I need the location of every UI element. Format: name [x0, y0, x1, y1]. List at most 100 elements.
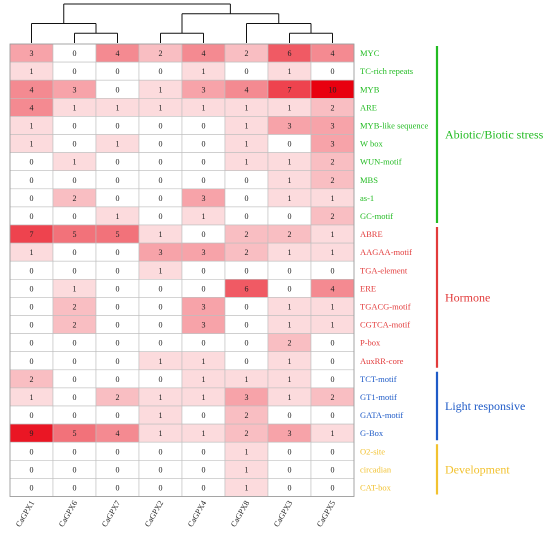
cell-value: 0 — [202, 411, 206, 420]
cell-value: 3 — [73, 85, 77, 94]
cell-value: 0 — [116, 176, 120, 185]
cell-value: 2 — [288, 230, 292, 239]
cell-value: 0 — [30, 447, 34, 456]
cell-value: 0 — [245, 212, 249, 221]
cell-value: 0 — [116, 85, 120, 94]
cell-value: 1 — [331, 194, 335, 203]
row-label: ARE — [360, 102, 377, 112]
cell-value: 2 — [30, 375, 34, 384]
column-labels: CaGPX1 CaGPX6 CaGPX7 CaGPX2 CaGPX4 CaGPX8 CaGP… — [14, 499, 337, 529]
cell-value: 0 — [159, 302, 163, 311]
cell-value: 0 — [116, 158, 120, 167]
cell-value: 3 — [331, 140, 335, 149]
cell-value: 0 — [116, 339, 120, 348]
cell-value: 2 — [245, 429, 249, 438]
row-label: CGTCA-motif — [360, 320, 410, 330]
cell-value: 0 — [73, 393, 77, 402]
cell-value: 0 — [202, 140, 206, 149]
cell-value: 0 — [288, 411, 292, 420]
cell-value: 2 — [73, 321, 77, 330]
cell-value: 10 — [329, 85, 337, 94]
cell-value: 0 — [73, 140, 77, 149]
cell-value: 1 — [116, 212, 120, 221]
row-label: circadian — [360, 464, 392, 474]
cell-value: 0 — [116, 302, 120, 311]
cell-value: 1 — [288, 302, 292, 311]
cell-value: 1 — [245, 465, 249, 474]
group-label: Light responsive — [445, 399, 525, 413]
cell-value: 0 — [30, 302, 34, 311]
cell-value: 1 — [202, 212, 206, 221]
column-label: CaGPX8 — [229, 499, 251, 529]
row-label: AuxRR-core — [360, 356, 404, 366]
cell-value: 4 — [245, 85, 249, 94]
cell-value: 0 — [73, 339, 77, 348]
cell-value: 0 — [30, 339, 34, 348]
cell-value: 0 — [245, 194, 249, 203]
cell-value: 0 — [159, 158, 163, 167]
cell-value: 0 — [116, 483, 120, 492]
column-label: CaGPX6 — [57, 499, 79, 529]
cell-value: 5 — [73, 429, 77, 438]
cell-value: 0 — [288, 447, 292, 456]
cell-value: 0 — [30, 176, 34, 185]
row-label: MYC — [360, 48, 380, 58]
cell-value: 1 — [288, 103, 292, 112]
row-label: G-Box — [360, 428, 384, 438]
cell-value: 0 — [116, 248, 120, 257]
cell-value: 4 — [30, 103, 34, 112]
cell-value: 1 — [116, 103, 120, 112]
cell-value: 0 — [73, 121, 77, 130]
cell-value: 2 — [73, 302, 77, 311]
cell-value: 0 — [30, 212, 34, 221]
cell-value: 1 — [116, 140, 120, 149]
cell-value: 1 — [202, 375, 206, 384]
cell-value: 2 — [116, 393, 120, 402]
cell-value: 0 — [73, 357, 77, 366]
cell-value: 1 — [73, 158, 77, 167]
column-label: CaGPX7 — [100, 499, 122, 529]
cell-value: 0 — [202, 176, 206, 185]
cell-value: 1 — [202, 103, 206, 112]
cell-value: 1 — [245, 483, 249, 492]
heatmap-cells: 3 0 4 2 4 2 6 41 0 0 0 1 0 1 04 3 0 1 3 4 7 104 1 1 1 1 1 1 21 0 0 0 0 1 3… — [9, 43, 355, 497]
column-label: CaGPX1 — [14, 499, 36, 529]
cell-value: 0 — [116, 121, 120, 130]
cell-value: 2 — [159, 49, 163, 58]
cell-value: 1 — [159, 103, 163, 112]
cell-value: 0 — [159, 339, 163, 348]
cell-value: 0 — [30, 194, 34, 203]
column-label: CaGPX2 — [143, 499, 165, 529]
cell-value: 0 — [159, 465, 163, 474]
cell-value: 1 — [331, 248, 335, 257]
cell-value: 0 — [73, 375, 77, 384]
cell-value: 0 — [331, 375, 335, 384]
cell-value: 0 — [245, 176, 249, 185]
cell-value: 3 — [288, 429, 292, 438]
cell-value: 2 — [245, 49, 249, 58]
cell-value: 0 — [245, 357, 249, 366]
group-label: Hormone — [445, 290, 490, 304]
cell-value: 0 — [245, 67, 249, 76]
cell-value: 6 — [288, 49, 292, 58]
cell-value: 0 — [202, 284, 206, 293]
cell-value: 3 — [202, 248, 206, 257]
cell-value: 1 — [245, 140, 249, 149]
cell-value: 1 — [245, 121, 249, 130]
cell-value: 2 — [331, 103, 335, 112]
cell-value: 0 — [159, 140, 163, 149]
cell-value: 0 — [245, 321, 249, 330]
group-label: Abiotic/Biotic stress — [445, 128, 544, 142]
cell-value: 0 — [331, 357, 335, 366]
cell-value: 0 — [331, 483, 335, 492]
cell-value: 0 — [116, 447, 120, 456]
cell-value: 0 — [331, 266, 335, 275]
cell-value: 2 — [73, 194, 77, 203]
cell-value: 1 — [288, 248, 292, 257]
cell-value: 3 — [331, 121, 335, 130]
cell-value: 1 — [288, 393, 292, 402]
cell-value: 0 — [331, 465, 335, 474]
column-label: CaGPX3 — [272, 499, 294, 529]
cell-value: 1 — [30, 67, 34, 76]
